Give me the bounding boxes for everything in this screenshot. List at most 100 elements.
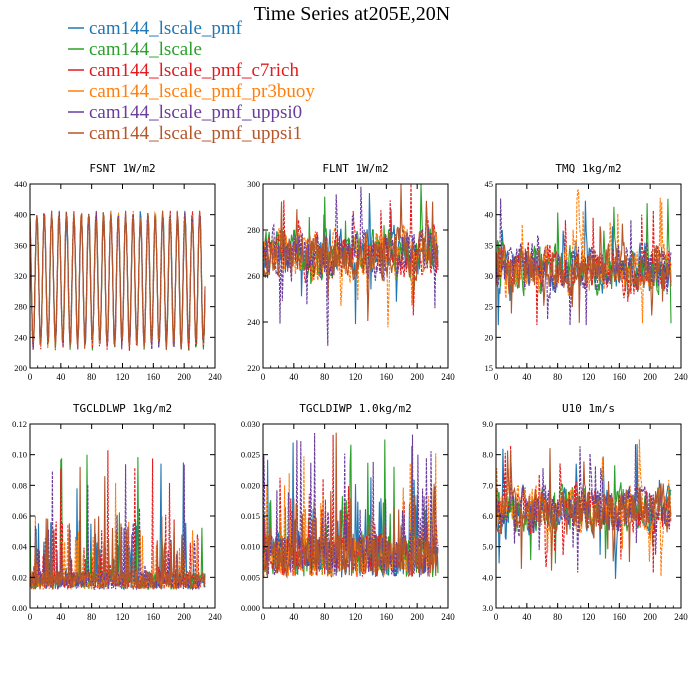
x-tick-label: 120	[349, 372, 363, 382]
x-tick-label: 240	[441, 372, 455, 382]
x-tick-label: 80	[320, 372, 330, 382]
x-tick-label: 160	[147, 372, 161, 382]
x-tick-label: 200	[177, 612, 191, 622]
y-tick-label: 0.025	[241, 450, 260, 460]
panel-title: U10 1m/s	[562, 402, 615, 415]
x-tick-label: 0	[28, 612, 33, 622]
y-tick-label: 260	[247, 271, 260, 281]
chart-panel: TGCLDLWP 1kg/m2 0 40 80 120 160 200 240 0.00 0.02…	[12, 402, 222, 622]
x-tick-label: 200	[643, 372, 657, 382]
legend-entry: cam144_lscale_pmf	[68, 18, 243, 39]
y-tick-label: 0.015	[241, 511, 260, 521]
y-tick-label: 45	[485, 179, 494, 189]
x-tick-label: 200	[410, 372, 424, 382]
y-tick-label: 440	[14, 179, 27, 189]
legend-label: cam144_lscale_pmf_uppsi1	[89, 123, 302, 144]
x-tick-label: 120	[582, 612, 596, 622]
y-tick-label: 360	[14, 240, 27, 250]
series-line	[30, 466, 206, 591]
y-tick-label: 0.00	[12, 603, 27, 613]
legend-entry: cam144_lscale_pmf_c7rich	[68, 60, 299, 81]
series-line	[496, 189, 672, 324]
legend: cam144_lscale_pmfcam144_lscalecam144_lsc…	[68, 18, 315, 144]
y-tick-label: 0.02	[12, 572, 27, 582]
x-tick-label: 240	[208, 612, 222, 622]
y-tick-label: 9.0	[482, 419, 493, 429]
x-tick-label: 0	[261, 372, 266, 382]
x-tick-label: 160	[613, 372, 627, 382]
y-tick-label: 40	[485, 210, 494, 220]
chart-panel: FSNT 1W/m2 0 40 80 120 160 200 240 200 240 280 320 3…	[14, 162, 222, 382]
y-tick-label: 8.0	[482, 450, 493, 460]
x-tick-label: 200	[643, 612, 657, 622]
x-tick-label: 200	[177, 372, 191, 382]
series-line	[496, 223, 672, 323]
panel-title: TMQ 1kg/m2	[555, 162, 621, 175]
chart-panel: FLNT 1W/m2 0 40 80 120 160 200 240 220 240 260 280 3…	[247, 162, 455, 382]
series-group	[496, 189, 672, 326]
y-tick-label: 0.06	[12, 511, 27, 521]
series-line	[263, 432, 439, 579]
series-group	[30, 210, 206, 351]
series-line	[263, 439, 439, 578]
x-tick-label: 0	[494, 612, 499, 622]
x-tick-label: 80	[320, 612, 330, 622]
legend-entry: cam144_lscale_pmf_pr3buoy	[68, 81, 315, 102]
panel-title: TGCLDLWP 1kg/m2	[73, 402, 172, 415]
y-tick-label: 0.10	[12, 450, 27, 460]
y-tick-label: 280	[247, 225, 260, 235]
y-tick-label: 4.0	[482, 572, 493, 582]
y-tick-label: 200	[14, 363, 27, 373]
y-tick-label: 0.030	[241, 419, 260, 429]
y-tick-label: 0.08	[12, 480, 27, 490]
y-tick-label: 25	[485, 302, 494, 312]
x-tick-label: 80	[87, 372, 97, 382]
x-tick-label: 160	[380, 372, 394, 382]
x-tick-label: 80	[553, 372, 563, 382]
series-line	[30, 210, 206, 350]
panel-title: TGCLDIWP 1.0kg/m2	[299, 402, 412, 415]
y-tick-label: 240	[14, 332, 27, 342]
legend-label: cam144_lscale_pmf_c7rich	[89, 60, 299, 81]
x-tick-label: 0	[261, 612, 266, 622]
legend-entry: cam144_lscale_pmf_uppsi0	[68, 102, 302, 123]
x-tick-label: 240	[674, 612, 688, 622]
y-tick-label: 15	[485, 363, 494, 373]
y-tick-label: 220	[247, 363, 260, 373]
y-tick-label: 320	[14, 271, 27, 281]
series-line	[496, 448, 672, 571]
x-tick-label: 160	[147, 612, 161, 622]
legend-entry: cam144_lscale_pmf_uppsi1	[68, 123, 302, 144]
y-tick-label: 0.020	[241, 480, 260, 490]
x-tick-label: 120	[116, 612, 130, 622]
x-tick-label: 120	[116, 372, 130, 382]
y-tick-label: 0.010	[241, 542, 260, 552]
legend-entry: cam144_lscale	[68, 39, 202, 60]
figure-title: Time Series at205E,20N	[254, 3, 450, 25]
x-tick-label: 80	[87, 612, 97, 622]
y-tick-label: 3.0	[482, 603, 493, 613]
y-tick-label: 30	[485, 271, 494, 281]
panel-title: FSNT 1W/m2	[89, 162, 155, 175]
series-group	[30, 450, 206, 591]
legend-label: cam144_lscale	[89, 39, 202, 60]
y-tick-label: 240	[247, 317, 260, 327]
y-tick-label: 0.005	[241, 572, 260, 582]
chart-panels: FSNT 1W/m2 0 40 80 120 160 200 240 200 240 280 320 3…	[12, 162, 688, 622]
chart-panel: TGCLDIWP 1.0kg/m2 0 40 80 120 160 200 240 0.000 0…	[241, 402, 455, 622]
y-tick-label: 400	[14, 210, 27, 220]
series-line	[496, 439, 672, 577]
x-tick-label: 40	[289, 612, 299, 622]
panel-title: FLNT 1W/m2	[322, 162, 388, 175]
y-tick-label: 280	[14, 302, 27, 312]
series-group	[263, 432, 439, 579]
series-line	[263, 432, 439, 577]
x-tick-label: 80	[553, 612, 563, 622]
y-tick-label: 6.0	[482, 511, 493, 521]
chart-panel: U10 1m/s 0 40 80 120 160 200 240 3.0 4.0 5.0 6.0 7.0…	[482, 402, 688, 622]
x-tick-label: 120	[349, 612, 363, 622]
x-tick-label: 160	[613, 612, 627, 622]
y-tick-label: 0.04	[12, 542, 28, 552]
y-tick-label: 0.12	[12, 419, 27, 429]
